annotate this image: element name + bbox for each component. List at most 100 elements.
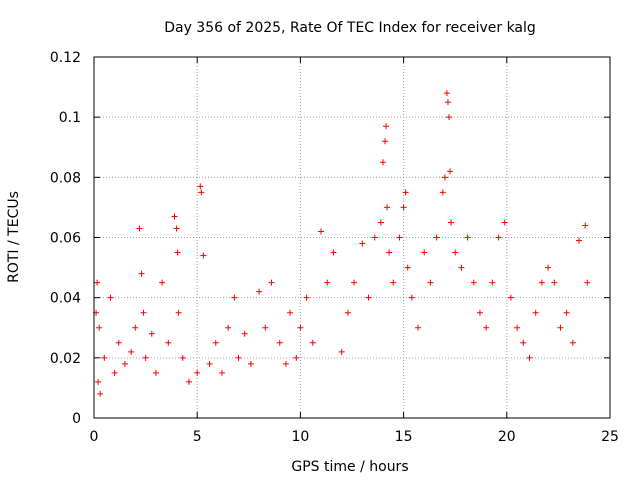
y-tick-label: 0.1: [59, 110, 81, 126]
data-point: [446, 114, 453, 121]
data-point: [464, 234, 471, 241]
data-point: [107, 294, 114, 301]
data-point: [212, 339, 219, 346]
data-point: [97, 390, 104, 397]
data-point: [371, 234, 378, 241]
data-point: [576, 237, 583, 244]
data-point: [171, 213, 178, 220]
data-point: [458, 264, 465, 271]
data-point: [95, 378, 102, 385]
data-point: [132, 324, 139, 331]
x-tick-label: 5: [193, 429, 202, 445]
data-points: [93, 90, 591, 397]
data-point: [148, 330, 155, 337]
data-point: [545, 264, 552, 271]
data-point: [443, 90, 450, 97]
data-point: [174, 249, 181, 256]
data-point: [526, 354, 533, 361]
data-point: [584, 279, 591, 286]
data-point: [324, 279, 331, 286]
y-axis-label: ROTI / TECUs: [6, 191, 22, 283]
data-point: [538, 279, 545, 286]
data-point: [476, 309, 483, 316]
data-point: [421, 249, 428, 256]
data-point: [448, 219, 455, 226]
data-point: [138, 270, 145, 277]
data-point: [514, 324, 521, 331]
x-tick-label: 20: [498, 429, 516, 445]
data-point: [159, 279, 166, 286]
data-point: [557, 324, 564, 331]
x-tick-label: 15: [395, 429, 413, 445]
data-point: [96, 324, 103, 331]
data-point: [444, 99, 451, 106]
data-point: [152, 369, 159, 376]
y-tick-label: 0.08: [50, 170, 81, 186]
data-point: [293, 354, 300, 361]
y-tick-labels: 0 0.02 0.04 0.06 0.08 0.1 0.12: [50, 50, 81, 427]
data-point: [173, 225, 180, 232]
data-point: [276, 339, 283, 346]
data-point: [101, 354, 108, 361]
data-point: [563, 309, 570, 316]
data-point: [408, 294, 415, 301]
data-point: [396, 234, 403, 241]
data-point: [218, 369, 225, 376]
y-tick-label: 0: [72, 411, 81, 427]
chart-title: Day 356 of 2025, Rate Of TEC Index for r…: [164, 20, 536, 36]
data-point: [197, 183, 204, 190]
x-tick-label: 0: [90, 429, 99, 445]
data-point: [247, 360, 254, 367]
data-point: [427, 279, 434, 286]
data-point: [365, 294, 372, 301]
data-point: [282, 360, 289, 367]
data-point: [185, 378, 192, 385]
data-point: [439, 189, 446, 196]
data-point: [262, 324, 269, 331]
data-point: [128, 348, 135, 355]
x-tick-label: 25: [601, 429, 619, 445]
data-point: [115, 339, 122, 346]
data-point: [344, 309, 351, 316]
data-point: [303, 294, 310, 301]
data-point: [507, 294, 514, 301]
data-point: [384, 204, 391, 211]
data-point: [582, 222, 589, 229]
x-tick-label: 10: [291, 429, 309, 445]
data-point: [441, 174, 448, 181]
data-point: [136, 225, 143, 232]
data-point: [330, 249, 337, 256]
data-point: [256, 288, 263, 295]
data-point: [520, 339, 527, 346]
data-point: [447, 168, 454, 175]
data-point: [404, 264, 411, 271]
grid-lines: [94, 57, 610, 418]
y-tick-label: 0.12: [50, 50, 81, 66]
data-point: [495, 234, 502, 241]
data-point: [501, 219, 508, 226]
data-point: [400, 204, 407, 211]
data-point: [194, 369, 201, 376]
data-point: [225, 324, 232, 331]
data-point: [235, 354, 242, 361]
data-point: [206, 360, 213, 367]
y-tick-label: 0.02: [50, 351, 81, 367]
data-point: [377, 219, 384, 226]
data-point: [200, 252, 207, 259]
data-point: [140, 309, 147, 316]
data-point: [452, 249, 459, 256]
data-point: [179, 354, 186, 361]
data-point: [489, 279, 496, 286]
data-point: [165, 339, 172, 346]
data-point: [142, 354, 149, 361]
data-point: [338, 348, 345, 355]
data-point: [386, 249, 393, 256]
x-axis-label: GPS time / hours: [291, 459, 408, 475]
data-point: [351, 279, 358, 286]
x-tick-labels: 0 5 10 15 20 25: [90, 429, 619, 445]
data-point: [287, 309, 294, 316]
data-point: [359, 240, 366, 247]
data-point: [111, 369, 118, 376]
data-point: [483, 324, 490, 331]
